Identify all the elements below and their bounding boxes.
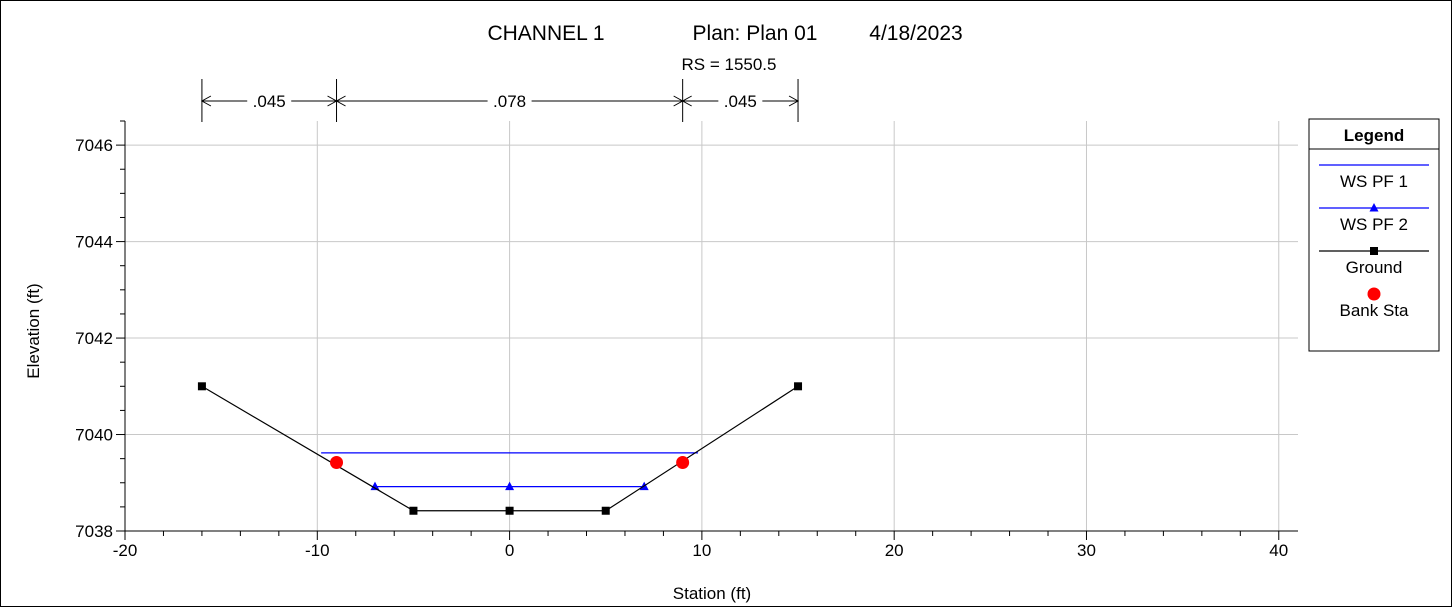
- data-point: [794, 382, 803, 391]
- x-tick-label: 30: [1077, 541, 1096, 560]
- data-series: [197, 382, 803, 515]
- data-point: [409, 506, 418, 515]
- x-tick-label: -10: [305, 541, 330, 560]
- data-point: [505, 506, 514, 515]
- data-point: [197, 382, 206, 391]
- n-arrow-head: [200, 95, 212, 107]
- n-value-label: .045: [253, 92, 286, 111]
- n-value-label: .045: [724, 92, 757, 111]
- n-arrow-head: [335, 95, 346, 107]
- chart-title: CHANNEL 1: [487, 22, 604, 45]
- legend: Legend WS PF 1 WS PF 2 Ground Bank Sta: [1308, 118, 1440, 352]
- series-line: [201, 385, 799, 512]
- legend-item-label: Bank Sta: [1340, 301, 1410, 320]
- legend-item: Bank Sta: [1340, 287, 1410, 320]
- y-tick-label: 7038: [75, 522, 113, 541]
- data-point: [370, 481, 380, 491]
- axes: -20 -10 0 10 20 30 40 7038 7040 7042 7044 7046: [75, 120, 1298, 560]
- x-axis-label: Station (ft): [673, 584, 751, 603]
- data-point: [505, 481, 515, 491]
- legend-item: WS PF 1: [1319, 164, 1429, 191]
- x-tick-label: 20: [885, 541, 904, 560]
- legend-box: [1308, 118, 1440, 352]
- y-tick-label: 7046: [75, 136, 113, 155]
- plan-label: Plan: Plan 01: [693, 22, 818, 45]
- x-tick-label: 10: [692, 541, 711, 560]
- n-arrow-head: [788, 95, 800, 107]
- x-tick-label: 0: [505, 541, 514, 560]
- legend-item: WS PF 2: [1319, 203, 1429, 234]
- x-tick-label: 40: [1269, 541, 1288, 560]
- series-bank-sta: [330, 456, 690, 470]
- y-tick-label: 7042: [75, 329, 113, 348]
- legend-title: Legend: [1344, 126, 1404, 145]
- data-point: [601, 506, 610, 515]
- legend-item-label: Ground: [1346, 258, 1403, 277]
- legend-swatch-marker: [1370, 247, 1378, 255]
- mannings-n-annotations: .045 .078 .045: [200, 79, 800, 122]
- legend-swatch-marker: [1369, 203, 1379, 212]
- y-axis-label: Elevation (ft): [24, 283, 43, 378]
- x-tick-label: -20: [113, 541, 138, 560]
- n-value-label: .078: [493, 92, 526, 111]
- legend-swatch-marker: [1367, 287, 1381, 301]
- series-ground: [197, 382, 803, 515]
- grid-lines: [125, 121, 1298, 532]
- legend-item-label: WS PF 2: [1340, 215, 1408, 234]
- legend-item: Ground: [1319, 247, 1429, 277]
- series-ws-pf-2: [370, 481, 649, 491]
- date-label: 4/18/2023: [869, 22, 962, 45]
- y-tick-label: 7040: [75, 426, 113, 445]
- data-point: [676, 456, 690, 470]
- data-point: [330, 456, 344, 470]
- y-tick-label: 7044: [75, 233, 113, 252]
- chart-subtitle: RS = 1550.5: [682, 55, 777, 74]
- n-arrow-head: [681, 95, 692, 107]
- legend-item-label: WS PF 1: [1340, 172, 1408, 191]
